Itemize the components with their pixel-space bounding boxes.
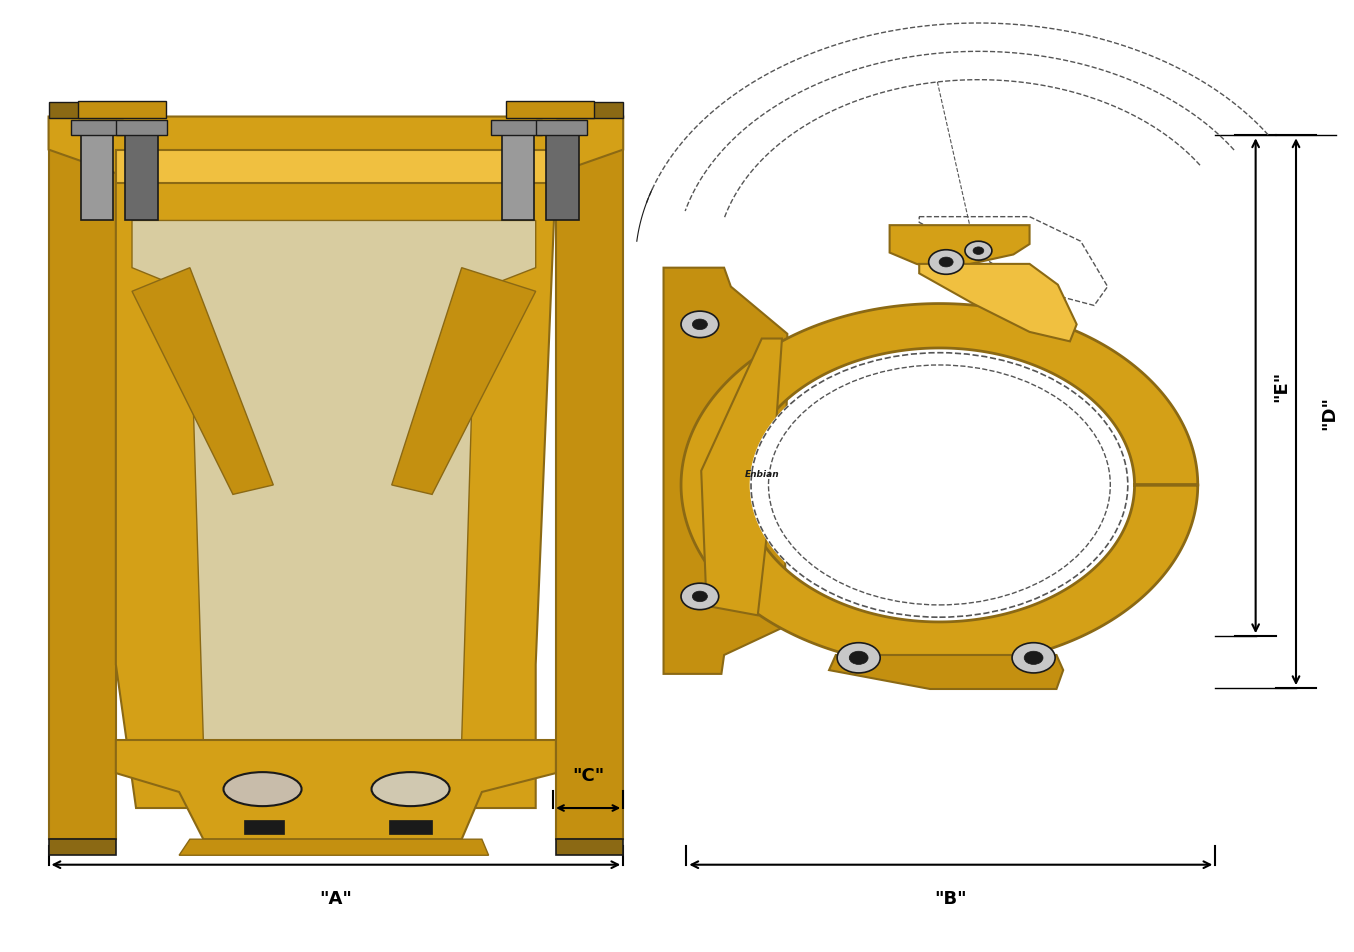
Circle shape: [849, 651, 868, 664]
Circle shape: [692, 320, 707, 330]
Text: "D": "D": [1320, 395, 1338, 429]
Circle shape: [1011, 643, 1055, 673]
Polygon shape: [49, 103, 116, 119]
Text: Enbian: Enbian: [745, 469, 779, 479]
Circle shape: [1024, 651, 1043, 664]
Text: "A": "A": [320, 889, 352, 907]
Ellipse shape: [223, 772, 302, 806]
Polygon shape: [556, 840, 623, 855]
Polygon shape: [116, 741, 556, 840]
Polygon shape: [49, 117, 623, 808]
Polygon shape: [829, 655, 1063, 689]
Polygon shape: [919, 265, 1076, 342]
Polygon shape: [49, 117, 116, 840]
Text: "C": "C": [571, 766, 604, 784]
FancyBboxPatch shape: [492, 121, 543, 136]
Polygon shape: [131, 221, 536, 741]
Polygon shape: [556, 117, 623, 840]
FancyBboxPatch shape: [116, 121, 167, 136]
Circle shape: [940, 258, 953, 268]
Polygon shape: [389, 821, 432, 835]
Polygon shape: [681, 305, 1198, 666]
Polygon shape: [556, 103, 623, 119]
Polygon shape: [663, 268, 787, 674]
Polygon shape: [179, 840, 489, 855]
Circle shape: [965, 242, 992, 261]
Circle shape: [974, 248, 984, 255]
FancyBboxPatch shape: [506, 102, 593, 119]
Polygon shape: [391, 268, 536, 495]
FancyBboxPatch shape: [81, 131, 114, 221]
FancyBboxPatch shape: [72, 121, 123, 136]
Polygon shape: [701, 339, 783, 616]
Polygon shape: [49, 840, 116, 855]
Circle shape: [837, 643, 880, 673]
Ellipse shape: [371, 772, 450, 806]
FancyBboxPatch shape: [547, 131, 578, 221]
FancyBboxPatch shape: [79, 102, 165, 119]
Text: "B": "B": [934, 889, 967, 907]
FancyBboxPatch shape: [126, 131, 157, 221]
Circle shape: [681, 584, 719, 610]
Polygon shape: [116, 150, 556, 184]
Circle shape: [681, 312, 719, 338]
Circle shape: [692, 591, 707, 602]
Polygon shape: [131, 268, 274, 495]
Circle shape: [929, 250, 964, 275]
Polygon shape: [890, 226, 1029, 270]
Text: "E": "E": [1271, 370, 1290, 402]
Polygon shape: [244, 821, 284, 835]
Circle shape: [750, 352, 1129, 619]
FancyBboxPatch shape: [536, 121, 586, 136]
FancyBboxPatch shape: [502, 131, 535, 221]
